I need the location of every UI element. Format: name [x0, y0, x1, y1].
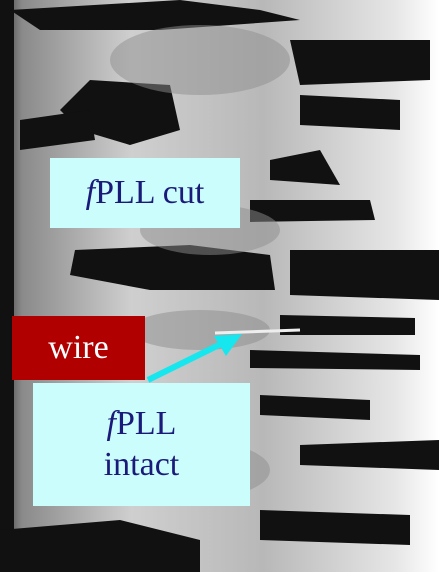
label-text: PLL cut [95, 174, 204, 211]
left-edge [0, 0, 14, 572]
xray-figure: fPLL cut wire fPLL intact [0, 0, 439, 572]
label-box: wire [12, 316, 145, 380]
label-text: wire [48, 328, 108, 369]
label-line: fPLL cut [86, 173, 205, 214]
label-text: intact [104, 445, 180, 486]
label-prefix: f [107, 405, 116, 442]
label-line: fPLL [107, 404, 177, 445]
label-box: fPLL intact [33, 383, 250, 506]
label-text: PLL [116, 405, 176, 442]
label-box: fPLL cut [50, 158, 240, 228]
label-prefix: f [86, 174, 95, 211]
